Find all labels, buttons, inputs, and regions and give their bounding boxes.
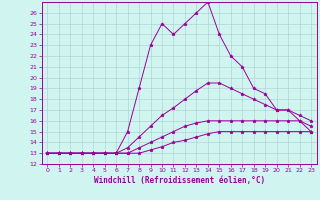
X-axis label: Windchill (Refroidissement éolien,°C): Windchill (Refroidissement éolien,°C): [94, 176, 265, 185]
